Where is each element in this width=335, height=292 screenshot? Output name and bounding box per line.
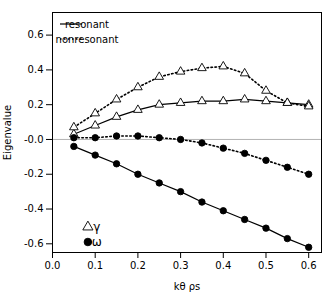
svg-text:0.3: 0.3 <box>173 260 189 271</box>
svg-text:-0.6: -0.6 <box>24 238 44 249</box>
svg-text:nonresonant: nonresonant <box>56 34 119 45</box>
svg-text:0.2: 0.2 <box>130 260 146 271</box>
svg-text:0.4: 0.4 <box>215 260 231 271</box>
svg-text:0.5: 0.5 <box>258 260 274 271</box>
svg-text:resonant: resonant <box>65 19 109 30</box>
svg-text:-0.0: -0.0 <box>24 134 44 145</box>
svg-text:Eigenvalue: Eigenvalue <box>2 105 13 160</box>
svg-text:0.2: 0.2 <box>28 99 44 110</box>
svg-text:kθ ρs: kθ ρs <box>174 281 201 292</box>
svg-text:-0.4: -0.4 <box>24 203 44 214</box>
svg-text:0.6: 0.6 <box>301 260 317 271</box>
svg-text:0.4: 0.4 <box>28 64 44 75</box>
svg-text:γ: γ <box>93 220 100 234</box>
svg-text:ω: ω <box>92 235 102 249</box>
svg-text:-0.2: -0.2 <box>24 168 44 179</box>
svg-text:0.0: 0.0 <box>45 260 61 271</box>
svg-text:0.6: 0.6 <box>28 29 44 40</box>
svg-text:0.1: 0.1 <box>87 260 103 271</box>
